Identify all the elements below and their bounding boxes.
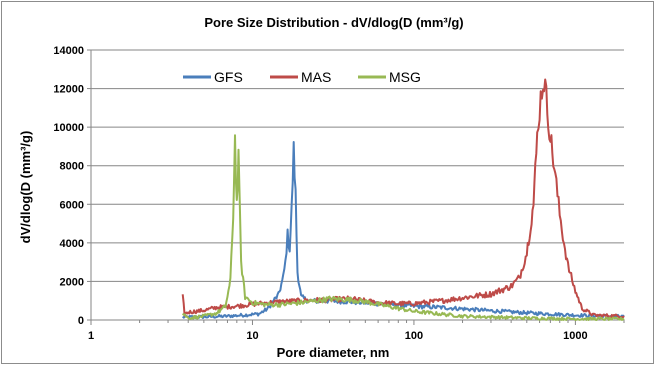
grid-lines — [91, 49, 624, 282]
y-tick-label: 10000 — [53, 122, 84, 134]
chart-title: Pore Size Distribution - dV/dlog(D (mm³/… — [204, 15, 463, 30]
legend-label: MSG — [389, 69, 421, 85]
y-axis-label: dV/dlog(D (mm³/g) — [18, 131, 33, 244]
x-tick-label: 1 — [88, 330, 94, 342]
axes — [87, 49, 625, 325]
y-tick-label: 6000 — [60, 199, 84, 211]
legend-item-gfs: GFS — [183, 69, 243, 85]
legend: GFS MAS MSG — [183, 69, 421, 85]
x-tick-label: 100 — [405, 330, 423, 342]
x-tick-label: 10 — [246, 330, 258, 342]
y-tick-label: 12000 — [53, 84, 84, 96]
series-line-mas — [181, 78, 625, 319]
y-tick-label: 0 — [78, 315, 84, 327]
series-line-gfs — [181, 141, 625, 320]
y-tick-label: 2000 — [60, 276, 84, 288]
series-lines — [181, 78, 625, 321]
tick-labels: 0 2000 4000 6000 8000 10000 12000 14000 1 10 100 10… — [53, 45, 587, 342]
legend-item-mas: MAS — [270, 69, 331, 85]
x-axis-label: Pore diameter, nm — [277, 345, 390, 360]
y-tick-label: 8000 — [60, 161, 84, 173]
series-line-msg — [181, 134, 625, 321]
legend-label: MAS — [301, 69, 331, 85]
y-tick-label: 14000 — [53, 45, 84, 57]
legend-label: GFS — [214, 69, 243, 85]
legend-item-msg: MSG — [358, 69, 421, 85]
y-tick-label: 4000 — [60, 238, 84, 250]
x-tick-label: 1000 — [563, 330, 587, 342]
